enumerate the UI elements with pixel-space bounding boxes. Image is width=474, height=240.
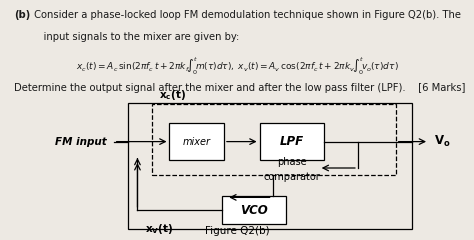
Text: $x_c(t) = A_c\,\sin(2\pi f_c\,t + 2\pi k_f\!\int_0^t\!m(\tau)d\tau),$$\;x_v(t) =: $x_c(t) = A_c\,\sin(2\pi f_c\,t + 2\pi k…	[76, 55, 398, 77]
Text: $\mathbf{x_c(t)}$: $\mathbf{x_c(t)}$	[159, 88, 186, 102]
Text: comparator: comparator	[263, 172, 320, 182]
FancyBboxPatch shape	[221, 196, 285, 224]
Text: LPF: LPF	[280, 135, 303, 148]
Text: input signals to the mixer are given by:: input signals to the mixer are given by:	[31, 32, 239, 42]
FancyBboxPatch shape	[169, 123, 224, 160]
FancyBboxPatch shape	[259, 123, 323, 160]
Text: VCO: VCO	[240, 204, 267, 216]
Text: $\mathbf{V_o}$: $\mathbf{V_o}$	[434, 134, 450, 149]
Text: (b): (b)	[14, 10, 30, 20]
Text: Consider a phase-locked loop FM demodulation technique shown in Figure Q2(b). Th: Consider a phase-locked loop FM demodula…	[31, 10, 461, 20]
Text: phase: phase	[277, 157, 306, 167]
Text: FM input: FM input	[55, 137, 107, 147]
Text: $\mathbf{x_V(t)}$: $\mathbf{x_V(t)}$	[145, 222, 173, 236]
Text: Determine the output signal after the mixer and after the low pass filter (LPF).: Determine the output signal after the mi…	[14, 83, 465, 93]
Text: mixer: mixer	[182, 137, 211, 147]
Text: Figure Q2(b): Figure Q2(b)	[205, 226, 269, 236]
